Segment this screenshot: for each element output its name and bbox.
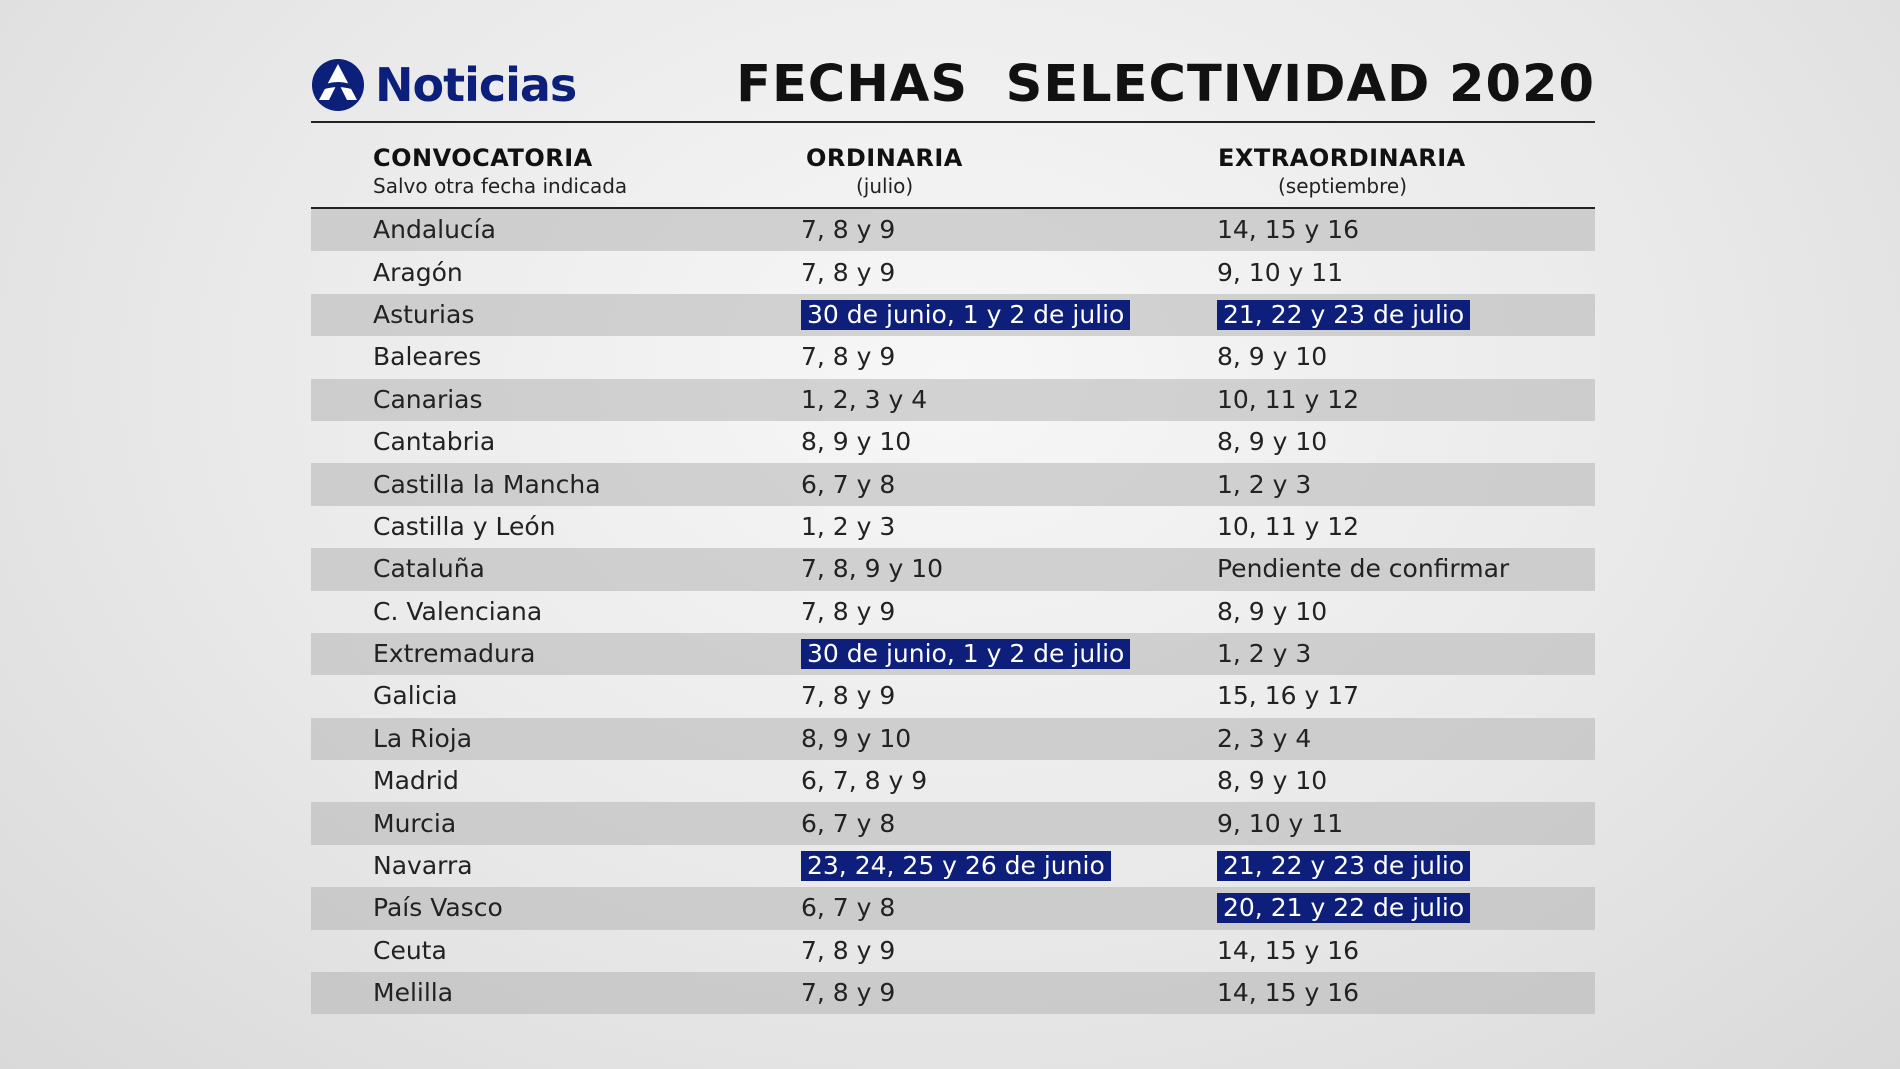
extraordinaria-cell: 8, 9 y 10 xyxy=(1217,596,1328,626)
header-extraordinaria-subtitle: (septiembre) xyxy=(1278,174,1407,198)
region-cell: Aragón xyxy=(373,257,463,287)
ordinaria-cell: 1, 2, 3 y 4 xyxy=(801,384,928,414)
table-row: Ceuta 7, 8 y 9 14, 15 y 16 xyxy=(311,930,1595,972)
header-ordinaria: ORDINARIA (julio) xyxy=(806,144,963,198)
table-row: Madrid 6, 7, 8 y 9 8, 9 y 10 xyxy=(311,760,1595,802)
extraordinaria-cell: 10, 11 y 12 xyxy=(1217,384,1360,414)
extraordinaria-cell: Pendiente de confirmar xyxy=(1217,554,1510,584)
ordinaria-cell: 23, 24, 25 y 26 de junio xyxy=(801,851,1111,882)
region-cell: Galicia xyxy=(373,681,458,711)
header: Noticias FECHAS SELECTIVIDAD 2020 xyxy=(311,50,1595,123)
extraordinaria-cell: 14, 15 y 16 xyxy=(1217,215,1360,245)
ordinaria-cell: 7, 8 y 9 xyxy=(801,596,896,626)
extraordinaria-cell: 9, 10 y 11 xyxy=(1217,257,1344,287)
ordinaria-cell: 8, 9 y 10 xyxy=(801,723,912,753)
region-cell: Ceuta xyxy=(373,935,447,965)
ordinaria-cell: 7, 8 y 9 xyxy=(801,215,896,245)
region-cell: Extremadura xyxy=(373,639,536,669)
extraordinaria-cell: 21, 22 y 23 de julio xyxy=(1217,851,1471,882)
extraordinaria-cell: 1, 2 y 3 xyxy=(1217,469,1312,499)
table-row: Andalucía 7, 8 y 9 14, 15 y 16 xyxy=(311,209,1595,252)
region-cell: Navarra xyxy=(373,851,473,881)
header-divider xyxy=(311,207,1595,209)
table-row: Melilla 7, 8 y 9 14, 15 y 16 xyxy=(311,972,1595,1015)
title-divider xyxy=(311,121,1595,123)
table-row: La Rioja 8, 9 y 10 2, 3 y 4 xyxy=(311,717,1595,761)
table-row: Murcia 6, 7 y 8 9, 10 y 11 xyxy=(311,802,1595,845)
extraordinaria-cell: 15, 16 y 17 xyxy=(1217,681,1360,711)
region-cell: C. Valenciana xyxy=(373,596,543,626)
region-cell: Asturias xyxy=(373,299,475,329)
header-ordinaria-subtitle: (julio) xyxy=(856,174,914,198)
ordinaria-cell: 6, 7 y 8 xyxy=(801,893,896,923)
header-convocatoria: CONVOCATORIA Salvo otra fecha indicada xyxy=(373,144,627,198)
column-headers: CONVOCATORIA Salvo otra fecha indicada O… xyxy=(311,122,1595,207)
region-cell: Melilla xyxy=(373,978,454,1008)
ordinaria-cell: 7, 8, 9 y 10 xyxy=(801,554,944,584)
region-cell: Baleares xyxy=(373,342,482,372)
table-row: Navarra 23, 24, 25 y 26 de junio 21, 22 y … xyxy=(311,845,1595,887)
ordinaria-cell: 30 de junio, 1 y 2 de julio xyxy=(801,639,1131,670)
extraordinaria-cell: 8, 9 y 10 xyxy=(1217,766,1328,796)
table-row: País Vasco 6, 7 y 8 20, 21 y 22 de julio xyxy=(311,887,1595,930)
extraordinaria-cell: 14, 15 y 16 xyxy=(1217,935,1360,965)
table-row: Cataluña 7, 8, 9 y 10 Pendiente de confirm… xyxy=(311,548,1595,591)
extraordinaria-cell: 9, 10 y 11 xyxy=(1217,808,1344,838)
ordinaria-cell: 1, 2 y 3 xyxy=(801,511,896,541)
ordinaria-cell: 7, 8 y 9 xyxy=(801,342,896,372)
ordinaria-cell: 7, 8 y 9 xyxy=(801,935,896,965)
brand-name: Noticias xyxy=(375,58,577,112)
ordinaria-cell: 6, 7 y 8 xyxy=(801,808,896,838)
ordinaria-cell: 7, 8 y 9 xyxy=(801,257,896,287)
table-row: C. Valenciana 7, 8 y 9 8, 9 y 10 xyxy=(311,591,1595,633)
table-row: Aragón 7, 8 y 9 9, 10 y 11 xyxy=(311,251,1595,293)
brand-logo: Noticias xyxy=(311,58,577,112)
ordinaria-cell: 8, 9 y 10 xyxy=(801,427,912,457)
table-row: Baleares 7, 8 y 9 8, 9 y 10 xyxy=(311,336,1595,378)
header-extraordinaria: EXTRAORDINARIA (septiembre) xyxy=(1218,144,1466,198)
header-ordinaria-title: ORDINARIA xyxy=(806,144,963,172)
infographic: Noticias FECHAS SELECTIVIDAD 2020 CONVOC… xyxy=(311,50,1595,1015)
region-cell: Cataluña xyxy=(373,554,485,584)
table-row: Cantabria 8, 9 y 10 8, 9 y 10 xyxy=(311,421,1595,463)
table-row: Canarias 1, 2, 3 y 4 10, 11 y 12 xyxy=(311,378,1595,421)
region-cell: Cantabria xyxy=(373,427,496,457)
dates-table: Andalucía 7, 8 y 9 14, 15 y 16 Aragón 7, 8 y… xyxy=(311,209,1595,1015)
ordinaria-cell: 6, 7 y 8 xyxy=(801,469,896,499)
ordinaria-cell: 6, 7, 8 y 9 xyxy=(801,766,928,796)
table-row: Castilla la Mancha 6, 7 y 8 1, 2 y 3 xyxy=(311,463,1595,506)
ordinaria-cell: 7, 8 y 9 xyxy=(801,978,896,1008)
header-convocatoria-subtitle: Salvo otra fecha indicada xyxy=(373,174,628,198)
ordinaria-cell: 7, 8 y 9 xyxy=(801,681,896,711)
extraordinaria-cell: 8, 9 y 10 xyxy=(1217,342,1328,372)
region-cell: Castilla la Mancha xyxy=(373,469,601,499)
table-row: Galicia 7, 8 y 9 15, 16 y 17 xyxy=(311,675,1595,717)
extraordinaria-cell: 2, 3 y 4 xyxy=(1217,723,1312,753)
table-row: Extremadura 30 de junio, 1 y 2 de julio 1,… xyxy=(311,632,1595,676)
extraordinaria-cell: 8, 9 y 10 xyxy=(1217,427,1328,457)
header-extraordinaria-title: EXTRAORDINARIA xyxy=(1218,144,1466,172)
antena3-logo-icon xyxy=(311,58,365,112)
region-cell: Madrid xyxy=(373,766,459,796)
header-convocatoria-title: CONVOCATORIA xyxy=(373,144,593,172)
extraordinaria-cell: 14, 15 y 16 xyxy=(1217,978,1360,1008)
region-cell: La Rioja xyxy=(373,723,473,753)
extraordinaria-cell: 21, 22 y 23 de julio xyxy=(1217,299,1471,330)
extraordinaria-cell: 1, 2 y 3 xyxy=(1217,639,1312,669)
region-cell: Andalucía xyxy=(373,215,496,245)
table-row: Castilla y León 1, 2 y 3 10, 11 y 12 xyxy=(311,506,1595,548)
extraordinaria-cell: 20, 21 y 22 de julio xyxy=(1217,893,1471,924)
region-cell: Canarias xyxy=(373,384,483,414)
page-title: FECHAS SELECTIVIDAD 2020 xyxy=(736,55,1595,114)
region-cell: País Vasco xyxy=(373,893,503,923)
region-cell: Castilla y León xyxy=(373,511,556,541)
extraordinaria-cell: 10, 11 y 12 xyxy=(1217,511,1360,541)
table-row: Asturias 30 de junio, 1 y 2 de julio 21, 2… xyxy=(311,293,1595,337)
ordinaria-cell: 30 de junio, 1 y 2 de julio xyxy=(801,299,1131,330)
region-cell: Murcia xyxy=(373,808,457,838)
